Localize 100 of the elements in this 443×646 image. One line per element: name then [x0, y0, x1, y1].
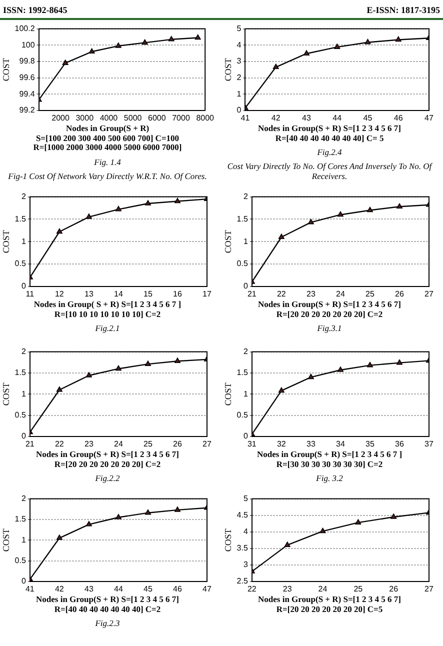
text: E-ISSN: 1817-3195 — [366, 5, 440, 15]
x-tick-label: 11 — [26, 289, 35, 298]
y-tick-label: 1.5 — [14, 214, 26, 224]
y-tick-label: 99.8 — [19, 56, 36, 66]
x-tick-label: 47 — [202, 584, 212, 594]
y-axis-title: COST — [0, 528, 11, 552]
y-tick-label: 1.5 — [236, 214, 248, 224]
point — [86, 214, 92, 219]
x-tick-label: 23 — [84, 439, 94, 448]
y-tick-label: 2 — [243, 192, 248, 202]
x-tick-label: 25 — [366, 289, 375, 298]
x-tick-label: 12 — [54, 289, 64, 298]
point — [364, 38, 371, 44]
point — [308, 218, 314, 224]
point — [174, 358, 180, 364]
caption: Fig.2.3 — [94, 618, 121, 628]
y-tick-label: 1.5 — [14, 368, 26, 378]
x-tick-label: 5000 — [124, 113, 142, 122]
point — [284, 542, 290, 547]
y-tick-label: 0 — [243, 282, 248, 291]
x-tick-label: 8000 — [196, 113, 215, 122]
x-tick-label: 41 — [25, 584, 35, 594]
x-tick-label: 26 — [389, 584, 399, 594]
point — [355, 519, 362, 524]
y-tick-label: 5 — [243, 494, 248, 504]
y-tick-label: 2 — [236, 72, 242, 82]
x-tick-label: 25 — [354, 584, 364, 594]
point — [88, 48, 95, 54]
point — [194, 34, 201, 40]
point — [337, 366, 344, 372]
caption: Fig. 3.2 — [315, 473, 344, 483]
caption: Fig.3.1 — [316, 323, 343, 333]
x-tick-label: 6000 — [148, 113, 166, 122]
x-axis-title: Nodes in Group(S + R) S=[1 2 3 4 5 6 7] R=[40 40 40 40 40 40 40] C=2 — [35, 594, 180, 614]
y-tick-label: 99.6 — [19, 72, 36, 82]
x-tick-label: 22 — [247, 584, 257, 594]
point — [390, 514, 397, 519]
point — [144, 360, 151, 366]
y-tick-label: 1 — [21, 535, 26, 544]
point — [56, 386, 62, 392]
x-tick-label: 46 — [173, 584, 182, 594]
y-tick-label: 3.5 — [236, 544, 248, 553]
point — [174, 506, 180, 512]
point — [308, 374, 314, 380]
y-tick-label: 99.4 — [19, 89, 36, 98]
x-tick-label: 23 — [306, 289, 316, 298]
point — [366, 362, 373, 368]
x-axis-title: Nodes in Group(S + R) S=[1 2 3 4 5 6 7] R=[40 40 40 40 40 40 40] C= 5 — [257, 123, 402, 143]
x-axis-title: Nodes in Group(S + R) S=[1 2 3 4 5 6 7] R=[20 20 20 20 20 20 20] C=2 — [35, 449, 180, 469]
x-tick-label: 22 — [276, 289, 286, 298]
y-tick-label: 2.5 — [236, 576, 248, 586]
y-tick-label: 1 — [243, 389, 248, 398]
x-tick-label: 45 — [144, 584, 153, 594]
y-axis-title: COST — [0, 230, 11, 254]
y-axis-title: COST — [222, 58, 233, 82]
point — [56, 534, 62, 540]
x-tick-label: 37 — [424, 439, 434, 448]
point — [115, 206, 122, 212]
x-axis-title: Nodes in Group(S + R) S=[1 2 3 4 5 6 7 ] R=[30 30 30 30 30 30 30] C=2 — [256, 449, 404, 469]
x-tick-label: 27 — [424, 584, 434, 594]
y-tick-label: 100.2 — [14, 24, 36, 34]
x-tick-label: 27 — [202, 439, 212, 448]
y-tick-label: 1 — [21, 236, 26, 246]
x-tick-label: 41 — [240, 113, 250, 122]
point — [142, 39, 148, 45]
y-axis-title: COST — [0, 382, 11, 406]
x-tick-label: 17 — [202, 289, 212, 298]
y-tick-label: 0 — [21, 576, 26, 586]
point — [62, 60, 68, 65]
point — [366, 206, 373, 212]
y-tick-label: 0.5 — [14, 410, 26, 420]
y-tick-label: 0.5 — [14, 259, 26, 268]
y-tick-label: 1 — [243, 236, 248, 246]
x-tick-label: 7000 — [172, 113, 190, 122]
caption: Fig.2.4 — [316, 147, 343, 157]
x-tick-label: 44 — [114, 584, 124, 594]
x-tick-label: 22 — [54, 439, 64, 448]
point — [86, 372, 92, 378]
x-tick-label: 26 — [173, 439, 182, 448]
x-tick-label: 42 — [271, 113, 281, 122]
y-tick-label: 3 — [243, 560, 248, 570]
y-tick-label: 0.5 — [14, 556, 26, 565]
point — [168, 36, 174, 42]
point — [320, 528, 326, 534]
point — [86, 521, 92, 526]
x-tick-label: 16 — [173, 289, 182, 298]
x-tick-label: 45 — [363, 113, 373, 122]
x-tick-label: 47 — [424, 113, 434, 122]
x-tick-label: 21 — [247, 289, 257, 298]
y-tick-label: 100 — [21, 40, 36, 50]
y-tick-label: 4.5 — [236, 510, 248, 520]
x-tick-label: 25 — [144, 439, 153, 448]
point — [115, 42, 122, 48]
point — [396, 359, 402, 365]
x-tick-label: 26 — [395, 289, 404, 298]
y-tick-label: 0.5 — [236, 259, 248, 268]
point — [278, 234, 284, 240]
x-tick-label: 3000 — [76, 113, 94, 122]
x-tick-label: 24 — [336, 289, 346, 298]
x-tick-label: 34 — [336, 439, 346, 448]
